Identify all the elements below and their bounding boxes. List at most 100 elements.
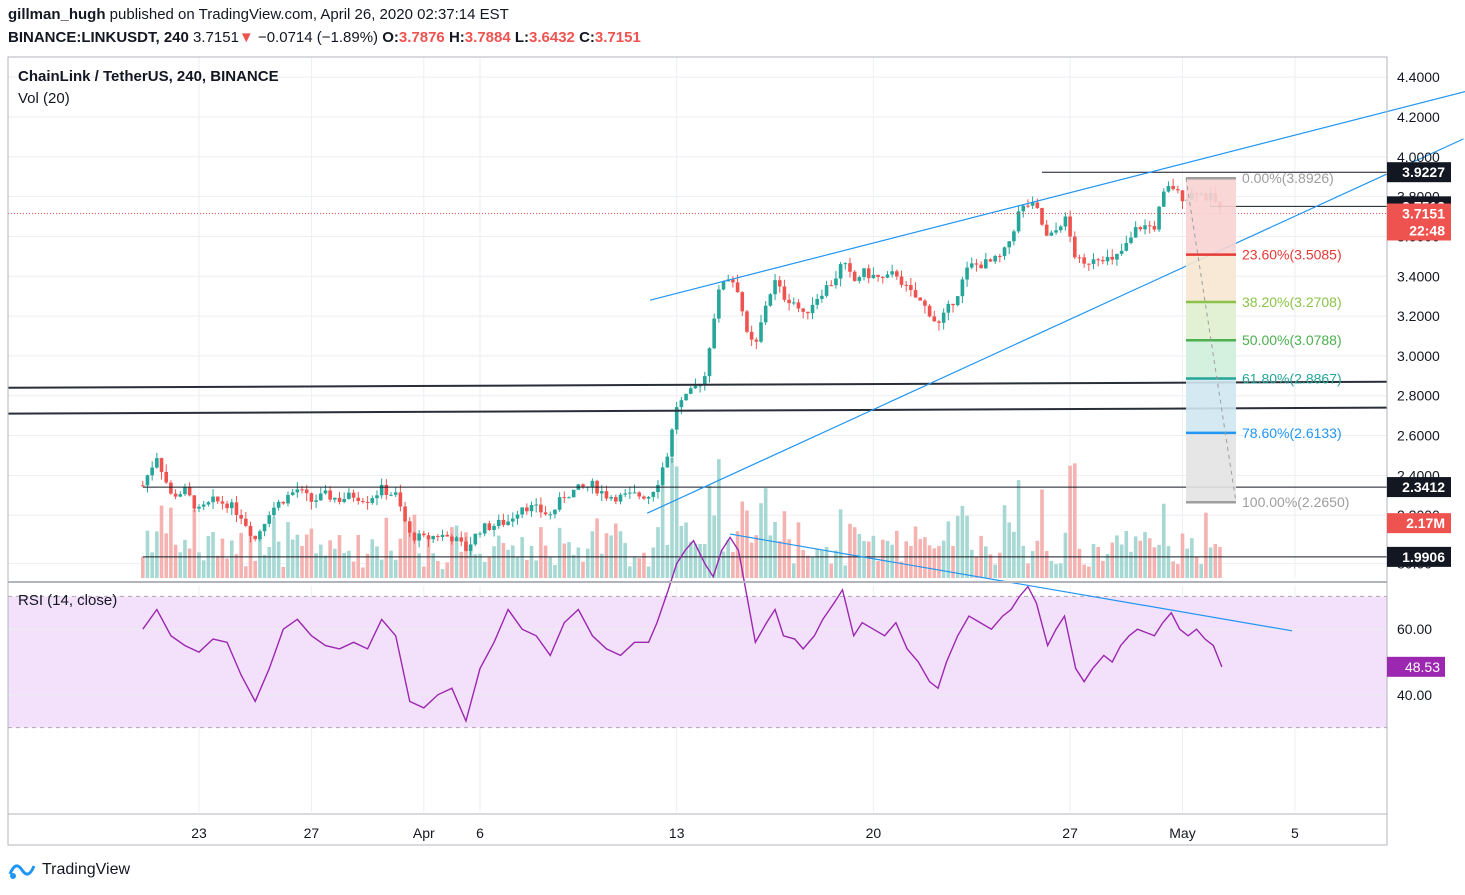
candle-down bbox=[866, 268, 871, 279]
fib-level-label: 50.00%(3.0788) bbox=[1242, 332, 1342, 348]
candle-down bbox=[913, 290, 918, 298]
time-tick-label: Apr bbox=[413, 825, 435, 841]
fibonacci-retracement[interactable]: 0.00%(3.8926) 23.60%(3.5085) 38.20%(3.2708… bbox=[1185, 170, 1349, 510]
drawn-lines bbox=[7, 90, 1465, 558]
volume-bar bbox=[843, 565, 848, 578]
volume-bar bbox=[304, 534, 309, 578]
candle-up bbox=[478, 533, 482, 535]
rsi-tick-label: 60.00 bbox=[1397, 621, 1432, 637]
candle-up bbox=[520, 507, 524, 515]
candle-up bbox=[707, 348, 712, 377]
candle-up bbox=[646, 496, 651, 499]
volume-bar bbox=[543, 545, 548, 578]
volume-bar bbox=[628, 566, 632, 578]
price-tag-label: 22:48 bbox=[1409, 222, 1445, 238]
volume-bar bbox=[1063, 532, 1068, 578]
volume-bar bbox=[281, 566, 286, 578]
price-tag-label: 3.7151 bbox=[1402, 206, 1445, 222]
candle-up bbox=[768, 294, 773, 306]
volume-bar bbox=[717, 459, 721, 578]
candle-down bbox=[1044, 224, 1049, 236]
fib-level-label: 38.20%(3.2708) bbox=[1242, 294, 1342, 310]
candle-down bbox=[356, 497, 361, 501]
candle-up bbox=[820, 295, 824, 299]
volume-bar bbox=[1110, 542, 1115, 578]
candle-down bbox=[239, 514, 243, 519]
candle-up bbox=[1054, 230, 1058, 233]
candle-up bbox=[1058, 226, 1063, 231]
volume-bar bbox=[379, 559, 384, 578]
last-price: 3.7151 bbox=[193, 29, 239, 46]
candle-up bbox=[838, 264, 843, 279]
candle-down bbox=[337, 497, 342, 502]
volume-bar bbox=[436, 561, 440, 578]
volume-bar bbox=[988, 554, 993, 578]
candle-up bbox=[272, 507, 276, 516]
volume-bar bbox=[969, 549, 974, 578]
candle-up bbox=[670, 429, 674, 457]
rsi-band bbox=[8, 596, 1387, 728]
candle-down bbox=[1035, 202, 1040, 208]
price-change: −0.0714 (−1.89%) bbox=[257, 29, 379, 46]
pane-title: ChainLink / TetherUS, 240, BINANCE bbox=[18, 68, 279, 85]
author-name[interactable]: gillman_hugh bbox=[8, 6, 106, 23]
candle-down bbox=[450, 536, 454, 542]
candle-up bbox=[1166, 186, 1171, 192]
candle-down bbox=[796, 302, 801, 309]
candle-down bbox=[806, 311, 810, 314]
price-tick-label: 3.0000 bbox=[1397, 348, 1440, 364]
low-value: 3.6432 bbox=[529, 29, 575, 46]
candle-down bbox=[407, 521, 412, 533]
volume-bar bbox=[478, 553, 482, 578]
volume-bar bbox=[272, 517, 276, 578]
candle-down bbox=[1026, 205, 1030, 207]
candle-up bbox=[965, 267, 969, 280]
volume-bar bbox=[1157, 544, 1161, 578]
candle-up bbox=[656, 484, 660, 493]
candle-down bbox=[422, 533, 426, 536]
time-tick-label: 27 bbox=[304, 825, 320, 841]
volume-bar bbox=[290, 539, 295, 578]
candle-down bbox=[403, 506, 407, 522]
candle-up bbox=[1124, 242, 1129, 251]
candle-up bbox=[1115, 253, 1119, 260]
volume-bar bbox=[548, 556, 553, 578]
price-tag bbox=[1387, 162, 1451, 183]
candle-down bbox=[351, 492, 356, 498]
volume-bar bbox=[651, 547, 656, 578]
footer-brand[interactable]: TradingView bbox=[8, 860, 130, 880]
volume-bar bbox=[295, 534, 300, 578]
volume-bar bbox=[201, 560, 206, 578]
volume-bar bbox=[590, 531, 595, 578]
volume-bar bbox=[1171, 561, 1175, 578]
candle-down bbox=[159, 458, 164, 472]
chart-grid bbox=[8, 57, 1387, 812]
candle-down bbox=[1087, 263, 1091, 265]
volume-bar bbox=[1185, 548, 1189, 578]
volume-bar bbox=[787, 539, 791, 578]
candle-up bbox=[323, 490, 328, 494]
fib-zone bbox=[1186, 378, 1236, 433]
candle-up bbox=[155, 458, 159, 468]
volume-bar bbox=[646, 566, 651, 578]
volume-bar bbox=[197, 552, 201, 578]
candle-up bbox=[843, 263, 848, 265]
volume-bar bbox=[918, 539, 923, 578]
volume-bar bbox=[1082, 564, 1086, 578]
candle-up bbox=[482, 523, 487, 534]
volume-bar bbox=[323, 555, 328, 578]
candle-up bbox=[290, 492, 295, 495]
volume-bar bbox=[1204, 512, 1208, 578]
volume-bar bbox=[412, 514, 417, 578]
candle-up bbox=[506, 521, 510, 525]
volume-bar bbox=[389, 550, 393, 578]
candle-up bbox=[1030, 202, 1035, 206]
volume-bar bbox=[1208, 547, 1213, 578]
candle-up bbox=[632, 492, 637, 494]
volume-bar bbox=[1161, 503, 1166, 578]
price-tick-label: 2.6000 bbox=[1397, 428, 1440, 444]
volume-bar bbox=[520, 537, 524, 578]
volume-bar bbox=[1002, 505, 1007, 578]
rsi-line bbox=[142, 536, 1223, 724]
